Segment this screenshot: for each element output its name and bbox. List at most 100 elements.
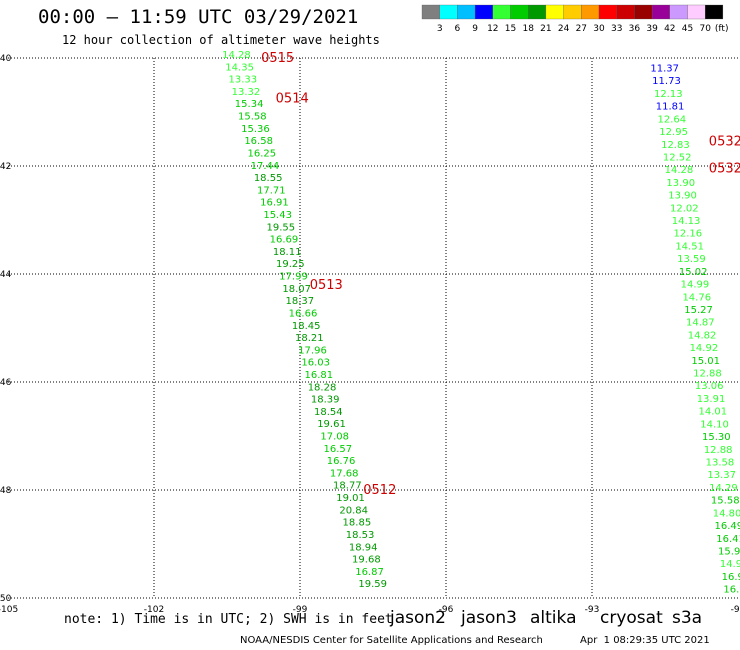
lon-tick-label: -90 bbox=[731, 605, 740, 615]
track-b-value: 14.82 bbox=[688, 330, 717, 341]
legend-swatch bbox=[616, 4, 635, 20]
legend-tick-label: 36 bbox=[629, 24, 641, 34]
legend-tick-label: 70 bbox=[699, 24, 711, 34]
legend-tick-label: 33 bbox=[611, 24, 622, 34]
track-a-value: 16.81 bbox=[305, 370, 334, 381]
track-a-value: 15.58 bbox=[238, 112, 267, 123]
track-b-value: 14.29 bbox=[709, 483, 738, 494]
track-b-value: 14.92 bbox=[690, 343, 719, 354]
track-b-value: 16.49 bbox=[714, 521, 740, 532]
lat-tick-label: -44 bbox=[0, 270, 12, 280]
track-b-value: 13.58 bbox=[706, 458, 735, 469]
track-a-value: 18.37 bbox=[286, 296, 315, 307]
track-b-value: 14.80 bbox=[713, 508, 740, 519]
track-b-value: 16.41 bbox=[716, 534, 740, 545]
track-b-value: 12.83 bbox=[661, 140, 690, 151]
track-b-value: 16.97 bbox=[723, 585, 740, 596]
track-a-value: 18.07 bbox=[282, 284, 311, 295]
track-a-value: 16.91 bbox=[260, 198, 289, 209]
legend-swatch bbox=[598, 4, 617, 20]
legend-unit: (ft) bbox=[715, 24, 729, 34]
time-label: 0515 bbox=[261, 51, 294, 66]
track-b-value: 12.13 bbox=[654, 89, 683, 100]
track-b-value: 14.10 bbox=[700, 419, 729, 430]
legend-swatch bbox=[669, 4, 688, 20]
lon-tick-label: -102 bbox=[144, 605, 164, 615]
footer-timestamp: Apr 1 08:29:35 UTC 2021 bbox=[580, 635, 710, 646]
legend-tick-label: 9 bbox=[472, 24, 478, 34]
legend-tick-label: 42 bbox=[664, 24, 675, 34]
track-b-value: 14.76 bbox=[682, 292, 711, 303]
track-b-value: 14.51 bbox=[675, 241, 704, 252]
track-a-value: 19.68 bbox=[352, 555, 381, 566]
track-b-value: 13.91 bbox=[697, 394, 726, 405]
time-label: 0514 bbox=[276, 92, 309, 107]
legend-swatch bbox=[528, 4, 547, 20]
track-b-value: 14.28 bbox=[665, 165, 694, 176]
track-b-value: 13.06 bbox=[695, 381, 724, 392]
track-a-value: 19.25 bbox=[276, 259, 305, 270]
legend-swatch bbox=[474, 4, 493, 20]
track-a-value: 17.96 bbox=[298, 345, 327, 356]
page-title: 00:00 — 11:59 UTC 03/29/2021 bbox=[38, 6, 359, 28]
legend-tick-label: 3 bbox=[437, 24, 443, 34]
track-a-value: 18.39 bbox=[311, 395, 340, 406]
track-b-value: 14.97 bbox=[720, 559, 740, 570]
sat-label-cryosat: cryosat bbox=[600, 608, 663, 628]
legend-swatch bbox=[705, 4, 724, 20]
track-a-value: 18.77 bbox=[333, 481, 362, 492]
sat-label-altika: altika bbox=[530, 608, 577, 628]
track-a-value: 16.69 bbox=[270, 235, 299, 246]
lat-tick-label: -42 bbox=[0, 162, 11, 172]
track-a-value: 14.35 bbox=[225, 62, 254, 73]
legend-swatch bbox=[421, 4, 440, 20]
legend-swatch bbox=[457, 4, 476, 20]
page-subtitle: 12 hour collection of altimeter wave hei… bbox=[62, 33, 380, 47]
time-label: 0513 bbox=[310, 278, 343, 293]
track-a-value: 13.33 bbox=[228, 75, 257, 86]
lat-tick-label: -50 bbox=[0, 594, 12, 604]
legend-tick-label: 21 bbox=[540, 24, 551, 34]
time-label: 0532 bbox=[709, 135, 740, 150]
lat-tick-label: -46 bbox=[0, 378, 12, 388]
track-b-value: 13.90 bbox=[668, 191, 697, 202]
track-b-value: 13.59 bbox=[677, 254, 706, 265]
track-b-value: 12.95 bbox=[659, 127, 688, 138]
track-a-value: 16.58 bbox=[244, 136, 273, 147]
footer-credit: NOAA/NESDIS Center for Satellite Applica… bbox=[240, 635, 543, 646]
legend-tick-label: 39 bbox=[646, 24, 658, 34]
legend-swatch bbox=[439, 4, 458, 20]
lat-tick-label: -40 bbox=[0, 54, 12, 64]
track-b-value: 14.13 bbox=[672, 216, 701, 227]
track-a-value: 18.21 bbox=[295, 333, 324, 344]
track-a-value: 18.28 bbox=[308, 382, 337, 393]
time-label: 0532 bbox=[709, 162, 740, 177]
track-a-value: 19.01 bbox=[336, 493, 365, 504]
track-a-value: 17.44 bbox=[251, 161, 280, 172]
track-b-value: 12.02 bbox=[670, 203, 699, 214]
track-a-value: 17.71 bbox=[257, 185, 286, 196]
track-a-value: 14.28 bbox=[222, 50, 251, 61]
track-a-value: 19.61 bbox=[317, 419, 346, 430]
track-b-value: 11.37 bbox=[650, 64, 679, 75]
track-a-value: 18.54 bbox=[314, 407, 343, 418]
track-b-value: 15.30 bbox=[702, 432, 731, 443]
track-b-value: 12.88 bbox=[693, 369, 722, 380]
track-a-value: 16.76 bbox=[327, 456, 356, 467]
sat-label-s3a: s3a bbox=[672, 608, 703, 628]
track-b-value: 11.73 bbox=[652, 76, 681, 87]
footer-note: note: 1) Time is in UTC; 2) SWH is in fe… bbox=[64, 612, 393, 627]
track-a-value: 19.55 bbox=[266, 222, 295, 233]
legend-swatch bbox=[687, 4, 706, 20]
track-a-value: 13.32 bbox=[232, 87, 261, 98]
track-b-value: 12.16 bbox=[674, 229, 703, 240]
track-b-value: 15.27 bbox=[684, 305, 713, 316]
legend-tick-label: 12 bbox=[487, 24, 498, 34]
track-b-value: 13.90 bbox=[666, 178, 695, 189]
track-a-value: 17.99 bbox=[279, 272, 308, 283]
legend-swatch bbox=[492, 4, 511, 20]
track-a-value: 18.55 bbox=[254, 173, 283, 184]
track-b-value: 15.02 bbox=[679, 267, 708, 278]
lon-tick-label: -99 bbox=[293, 605, 308, 615]
track-b-value: 12.64 bbox=[658, 114, 687, 125]
